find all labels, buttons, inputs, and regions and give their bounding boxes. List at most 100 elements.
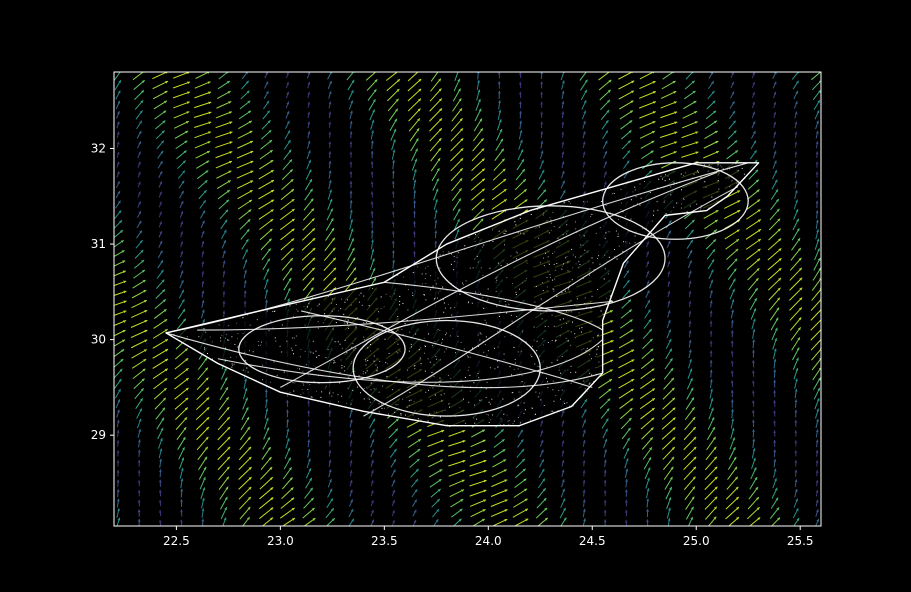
quiver-arrow — [725, 496, 740, 510]
quiver-arrow — [684, 486, 696, 500]
quiver-arrow — [751, 390, 755, 397]
quiver-arrow — [469, 489, 487, 497]
quiver-arrow — [370, 210, 374, 218]
quiver-arrow — [219, 486, 229, 500]
quiver-arrow — [370, 119, 375, 130]
quiver-arrow — [238, 456, 252, 470]
quiver-arrow — [751, 130, 756, 139]
quiver-arrow — [115, 190, 121, 199]
quiver-arrow — [707, 90, 715, 100]
quiver-arrow — [156, 417, 165, 430]
quiver-arrow — [114, 358, 124, 368]
quiver-arrow — [667, 290, 671, 298]
quiver-arrow — [328, 101, 332, 109]
quiver-arrow — [433, 188, 439, 201]
quiver-arrow — [789, 307, 803, 321]
quiver-arrow — [158, 437, 163, 449]
quiver-arrow — [730, 91, 735, 99]
attractor-boundary — [165, 162, 760, 427]
quiver-arrow — [172, 81, 191, 89]
quiver-arrow — [281, 257, 294, 271]
quiver-arrow — [685, 229, 695, 240]
x-axis: 22.5 23.0 23.5 24.0 24.5 25.0 25.5 — [163, 526, 814, 548]
quiver-arrow — [194, 131, 212, 139]
quiver-arrow — [323, 257, 337, 271]
quiver-arrow — [174, 377, 189, 390]
quiver-arrow — [640, 358, 655, 370]
quiver-arrow — [490, 499, 508, 507]
quiver-arrow — [792, 357, 799, 370]
quiver-arrow — [727, 268, 737, 280]
quiver-arrow — [328, 410, 332, 417]
quiver-arrow — [561, 430, 565, 437]
quiver-arrow — [794, 479, 798, 488]
quiver-arrow — [793, 208, 799, 220]
quiver-arrow — [561, 151, 565, 158]
quiver-arrow — [582, 151, 586, 158]
quiver-arrow — [407, 438, 422, 448]
quiver-arrow — [560, 488, 565, 498]
quiver-arrow — [177, 308, 186, 320]
quiver-arrow — [259, 476, 274, 490]
quiver-arrow — [413, 231, 416, 238]
quiver-arrow — [620, 119, 633, 130]
quiver-arrow — [768, 287, 781, 301]
quiver-arrow — [794, 409, 798, 418]
quiver-arrow — [768, 218, 781, 231]
quiver-arrow — [370, 449, 374, 458]
quiver-arrow — [704, 496, 718, 510]
quiver-arrow — [175, 416, 188, 430]
quiver-arrow — [302, 217, 315, 231]
quiver-arrow — [748, 486, 759, 500]
quiver-arrow — [709, 360, 713, 368]
quiver-arrow — [158, 201, 162, 208]
quiver-arrow — [794, 430, 798, 437]
quiver-arrow — [792, 80, 799, 90]
quiver-arrow — [194, 101, 212, 109]
quiver-arrow — [237, 199, 253, 210]
quiver-arrow — [392, 259, 395, 269]
quiver-arrow — [174, 397, 189, 410]
quiver-arrow — [136, 130, 142, 139]
quiver-arrow — [751, 101, 756, 109]
quiver-arrow — [602, 130, 609, 140]
quiver-arrow — [158, 240, 163, 248]
quiver-arrow — [158, 170, 163, 179]
quiver-arrow — [261, 517, 274, 526]
attractor-filament — [165, 162, 749, 334]
quiver-arrow — [726, 476, 739, 490]
quiver-arrow — [115, 399, 121, 408]
quiver-arrow — [772, 169, 778, 180]
quiver-arrow — [389, 438, 398, 449]
quiver-arrow — [349, 161, 353, 168]
quiver-arrow — [582, 181, 586, 188]
quiver-arrow — [156, 269, 164, 279]
quiver-arrow — [200, 309, 205, 319]
quiver-arrow — [327, 478, 332, 488]
quiver-arrow — [663, 367, 674, 380]
quiver-arrow — [193, 111, 212, 118]
quiver-arrow — [561, 90, 565, 100]
quiver-arrow — [771, 179, 778, 190]
quiver-arrow — [497, 81, 501, 89]
quiver-arrow — [137, 439, 141, 448]
quiver-arrow — [814, 248, 820, 261]
quiver-arrow — [582, 460, 586, 467]
quiver-arrow — [639, 111, 656, 119]
quiver-arrow — [242, 387, 248, 400]
quiver-arrow — [263, 100, 270, 110]
quiver-arrow — [217, 416, 231, 431]
quiver-arrow — [641, 437, 654, 450]
quiver-arrow — [767, 277, 782, 291]
quiver-arrow — [413, 210, 416, 218]
quiver-arrow — [688, 280, 692, 288]
quiver-arrow — [620, 129, 632, 140]
quiver-arrow — [660, 151, 677, 159]
quiver-arrow — [751, 410, 755, 417]
quiver-arrow — [215, 141, 233, 149]
quiver-arrow — [814, 397, 820, 410]
quiver-arrow — [409, 128, 420, 142]
quiver-arrow — [237, 140, 254, 149]
quiver-arrow — [561, 469, 565, 477]
quiver-arrow — [603, 161, 607, 169]
